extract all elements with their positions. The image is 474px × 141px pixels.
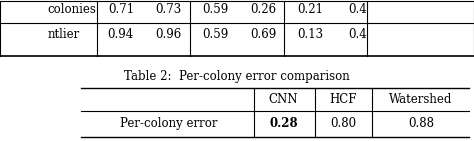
Text: 0.4: 0.4 [348, 28, 367, 41]
Text: HCF: HCF [329, 93, 357, 106]
Text: 0.96: 0.96 [155, 28, 182, 41]
Text: 0.59: 0.59 [202, 28, 229, 41]
Text: 0.13: 0.13 [297, 28, 324, 41]
Text: 0.69: 0.69 [250, 28, 276, 41]
Text: 0.73: 0.73 [155, 3, 182, 16]
Text: Table 2:  Per-colony error comparison: Table 2: Per-colony error comparison [124, 70, 350, 83]
Text: 0.71: 0.71 [108, 3, 134, 16]
Text: Watershed: Watershed [389, 93, 453, 106]
Text: 0.59: 0.59 [202, 3, 229, 16]
Text: 0.88: 0.88 [408, 117, 434, 130]
Text: ntlier: ntlier [47, 28, 80, 41]
Text: 0.28: 0.28 [269, 117, 298, 130]
Text: 0.94: 0.94 [108, 28, 134, 41]
Text: 0.4: 0.4 [348, 3, 367, 16]
Text: CNN: CNN [269, 93, 298, 106]
Text: 0.21: 0.21 [298, 3, 323, 16]
Text: 0.26: 0.26 [250, 3, 276, 16]
Text: 0.80: 0.80 [330, 117, 356, 130]
Text: colonies: colonies [47, 3, 96, 16]
Text: Per-colony error: Per-colony error [119, 117, 217, 130]
